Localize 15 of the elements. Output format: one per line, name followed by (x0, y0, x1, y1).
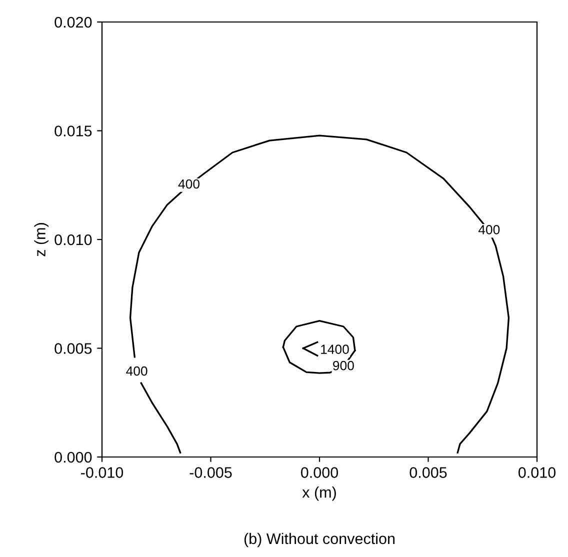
x-tick-label: -0.005 (190, 467, 232, 478)
annotation: 400 (126, 366, 148, 376)
y-tick-label: 0.005 (54, 343, 92, 354)
text: (b) Without convection (244, 532, 395, 548)
y-axis-title: z (m) (34, 223, 48, 256)
x-tick-label: 0.010 (518, 467, 556, 478)
y-tick-label: 0.015 (54, 126, 92, 136)
x-tick-label: 0.000 (300, 467, 338, 478)
annotation: 1400 (321, 344, 349, 354)
x-tick-label: -0.010 (81, 467, 124, 478)
x-axis-title: x (m) (302, 486, 336, 501)
y-tick-label: 0.000 (54, 452, 92, 463)
y-tick-label: 0.010 (54, 234, 92, 246)
x-tick-label: 0.005 (410, 467, 447, 478)
y-tick-label: 0.020 (54, 16, 92, 28)
